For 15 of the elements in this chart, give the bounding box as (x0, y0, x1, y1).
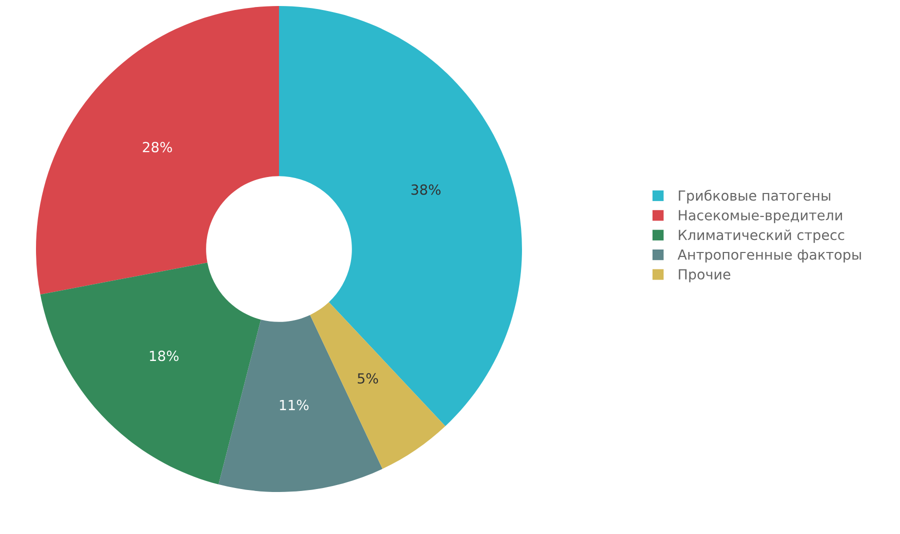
data-label: 28% (142, 142, 172, 152)
donut-slice (218, 314, 382, 492)
data-label: 38% (411, 184, 441, 195)
donut-slice (40, 262, 261, 484)
donut-slice (36, 6, 279, 295)
donut-slice (279, 6, 522, 426)
donut-slice (310, 302, 446, 469)
legend-label: Насекомые-вредители (678, 210, 842, 224)
data-label: 11% (280, 400, 309, 410)
legend-label: Грибковые патогены (678, 190, 830, 204)
data-label: 18% (150, 350, 179, 362)
legend-label: Антропогенные факторы (678, 250, 861, 263)
data-label: 5% (358, 373, 378, 384)
legend-label: Прочие (678, 269, 730, 282)
legend-label: Климатический стресс (678, 229, 844, 243)
